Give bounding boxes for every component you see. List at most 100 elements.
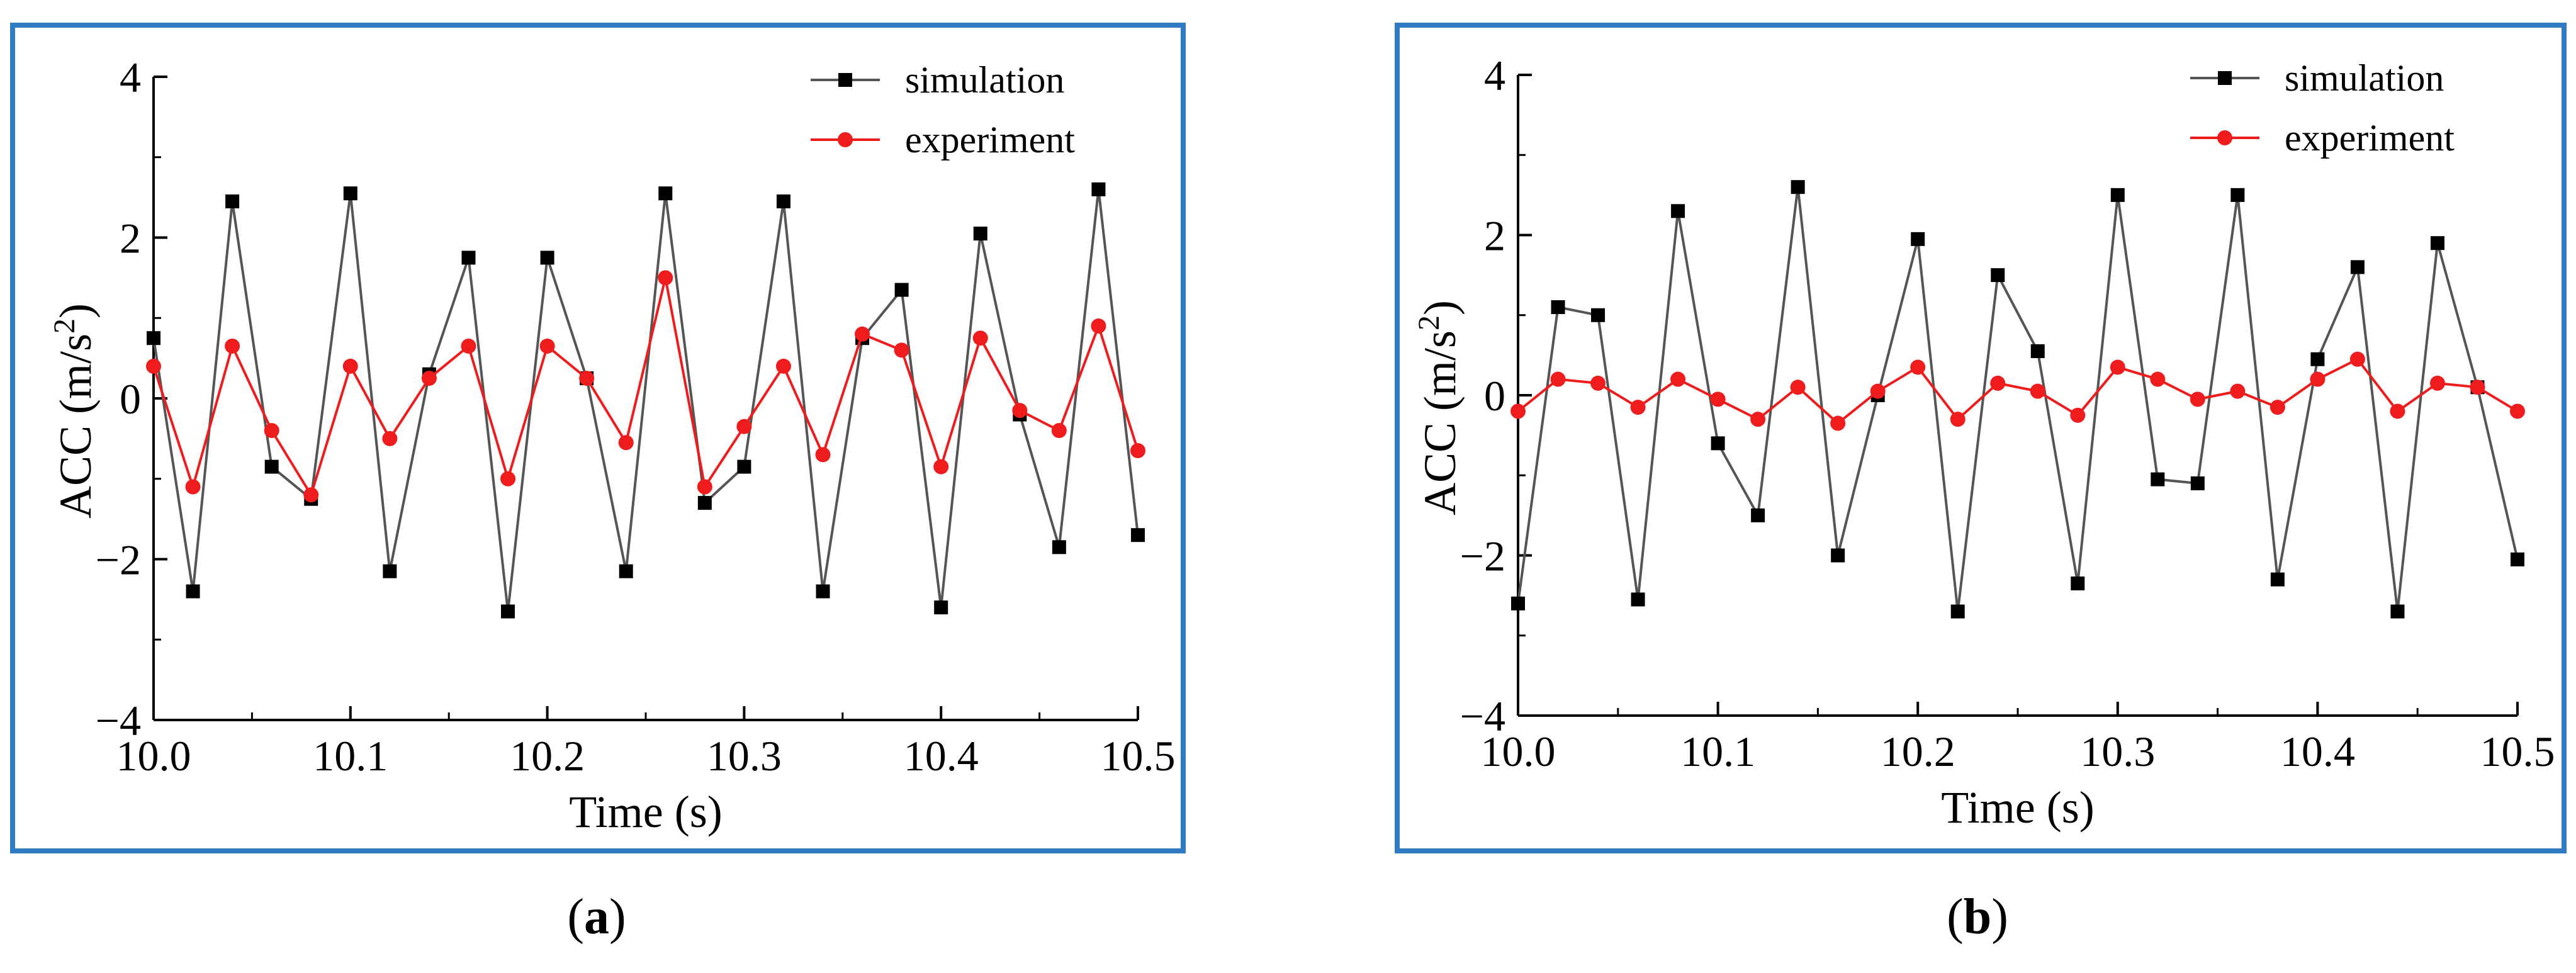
chart-a-svg: −4 −2 0 2 4 10.0 10.1 10.2 10.3 10.4 10.5 Time (s) A… — [48, 53, 1176, 837]
chart-b-series-experiment-point — [2110, 359, 2125, 375]
chart-b-series-simulation-point — [2110, 188, 2125, 202]
chart-b-y-tick-label: 2 — [1484, 212, 1505, 260]
chart-b-series-simulation-point — [2511, 552, 2524, 566]
chart-a-y-tick-label: −4 — [96, 697, 141, 745]
chart-b-y-axis-label-close: ) — [1415, 300, 1465, 315]
chart-b-y-tick-label: −4 — [1460, 692, 1505, 740]
chart-a-series-experiment-point — [1012, 403, 1028, 419]
chart-a-series-simulation-point — [934, 600, 948, 615]
chart-a-x-tick-label: 10.4 — [904, 732, 979, 780]
chart-a-series-simulation-point — [697, 496, 712, 510]
chart-b-series-simulation-point — [1831, 548, 1845, 563]
chart-b-series-experiment-point — [2429, 375, 2445, 391]
chart-a-series-experiment-point — [736, 419, 752, 434]
caption-a: (a) — [567, 889, 626, 945]
chart-a-series-experiment-point — [618, 435, 634, 451]
chart-b-series-experiment-point — [1630, 400, 1646, 415]
chart-b-legend-experiment-marker — [2217, 130, 2232, 145]
chart-b-series-experiment-point — [2030, 383, 2045, 399]
chart-b-series-experiment-point — [2310, 371, 2326, 387]
chart-a-series-experiment-point — [658, 270, 673, 286]
chart-a-series-simulation-point — [383, 564, 397, 578]
chart-b-series-simulation-point — [2350, 260, 2365, 274]
caption-b: (b) — [1947, 889, 2008, 945]
chart-panel-a: −4 −2 0 2 4 10.0 10.1 10.2 10.3 10.4 10.5 Time (s) A… — [10, 23, 1186, 853]
chart-a-legend-experiment-label: experiment — [905, 119, 1075, 160]
chart-b-series-experiment-point — [1830, 415, 1846, 431]
chart-a-y-axis-label-close: ) — [50, 303, 101, 318]
chart-b-series-experiment-point — [2349, 351, 2365, 367]
chart-b-series-experiment-point — [1950, 412, 1966, 427]
chart-a-series-experiment-point — [697, 479, 712, 495]
chart-b-x-tick-label: 10.2 — [1881, 728, 1955, 775]
chart-b-y-tick-label: 4 — [1484, 52, 1505, 99]
chart-a-y-axis-label-sup: 2 — [48, 318, 81, 334]
chart-b-legend-simulation-label: simulation — [2285, 57, 2444, 99]
chart-b-series-experiment-point — [2470, 380, 2485, 395]
chart-a-x-tick-label: 10.1 — [313, 732, 388, 780]
chart-a-series-simulation-line — [152, 189, 1139, 612]
chart-a-series-experiment-point — [461, 338, 476, 354]
chart-a-legend-experiment-marker — [838, 132, 853, 147]
chart-a-series-experiment-point — [972, 330, 988, 346]
chart-b-series-experiment-point — [1750, 412, 1766, 427]
chart-a-x-tick-label: 10.2 — [510, 732, 585, 780]
chart-b-series-simulation-point — [1991, 268, 2005, 283]
chart-b-series-simulation-point — [1631, 592, 1645, 607]
chart-a-series-simulation-point — [1052, 540, 1066, 554]
chart-a-x-tick-label: 10.3 — [707, 732, 782, 780]
chart-a-x-axis-label: Time (s) — [569, 787, 722, 837]
chart-b-series-experiment-point — [2269, 400, 2285, 415]
chart-a-series-experiment-point — [382, 430, 398, 446]
chart-a-series-simulation-point — [619, 564, 633, 578]
chart-b-y-axis-label-main: ACC (m/s — [1415, 330, 1465, 515]
chart-a-y-tick-label: 2 — [120, 215, 141, 262]
chart-a-series-simulation-point — [461, 250, 476, 265]
chart-b-series-simulation-point — [2390, 604, 2405, 619]
chart-a-series-simulation-point — [658, 186, 673, 201]
caption-a-letter: a — [584, 889, 609, 945]
chart-b-series-simulation-point — [1791, 180, 1805, 194]
chart-a-series-experiment-point — [815, 447, 831, 463]
chart-panel-b: −4 −2 0 2 4 10.0 10.1 10.2 10.3 10.4 10.5 Time (s) A… — [1395, 23, 2567, 853]
chart-b-series-simulation-point — [2310, 352, 2325, 366]
chart-a-series-experiment-point — [1091, 318, 1106, 334]
chart-b-y-axis-label: ACC (m/s2) — [1412, 300, 1466, 515]
chart-a-x-tick-label: 10.0 — [116, 732, 191, 780]
chart-b-legend-simulation-marker — [2218, 71, 2232, 85]
chart-b-series-simulation-point — [2230, 188, 2245, 202]
chart-b-series-experiment-point — [1670, 371, 1686, 387]
chart-a-legend-simulation-marker — [838, 73, 852, 87]
chart-b-series-simulation-point — [2270, 572, 2285, 587]
chart-b-x-tick-label: 10.0 — [1481, 728, 1556, 775]
chart-b-series-experiment-point — [1710, 391, 1726, 407]
chart-b-series-experiment-point — [1990, 375, 2006, 391]
chart-a-series-experiment-point — [185, 479, 201, 495]
chart-b-series-experiment-point — [1590, 375, 1606, 391]
chart-b-y-tick-label: −2 — [1460, 532, 1505, 580]
chart-a-legend-simulation-label: simulation — [905, 59, 1064, 101]
chart-a-series-experiment-point — [225, 338, 240, 354]
chart-a-series-experiment-line — [152, 277, 1139, 498]
chart-a-series-simulation-point — [147, 331, 160, 346]
chart-a-series-simulation-point — [225, 194, 240, 209]
chart-a-series-experiment-point — [894, 342, 909, 358]
chart-b-y-axis-label-sup: 2 — [1412, 315, 1446, 330]
chart-b-series-experiment-point — [1910, 359, 1926, 375]
chart-b-series-simulation-point — [1511, 596, 1525, 610]
chart-a-series-simulation-point — [776, 194, 790, 209]
chart-a-series-experiment-point — [500, 471, 516, 486]
chart-b-series-experiment-point — [2510, 403, 2525, 419]
chart-b-series-simulation-point — [1671, 204, 1685, 218]
chart-a-series-simulation-point — [737, 459, 751, 474]
chart-a-series-experiment-point — [342, 358, 358, 374]
chart-b-series-experiment-point — [2390, 403, 2405, 419]
chart-a-y-axis-label: ACC (m/s2) — [48, 303, 101, 519]
chart-b-legend-experiment-label: experiment — [2285, 117, 2455, 159]
chart-a-series-experiment-point — [1051, 423, 1067, 439]
chart-b-series-simulation-point — [2151, 472, 2165, 486]
chart-a-series-experiment-point — [775, 358, 791, 374]
chart-a-series-simulation-point — [894, 283, 909, 297]
chart-b-series-simulation-point — [2190, 476, 2205, 490]
chart-a-series-experiment-point — [539, 338, 555, 354]
